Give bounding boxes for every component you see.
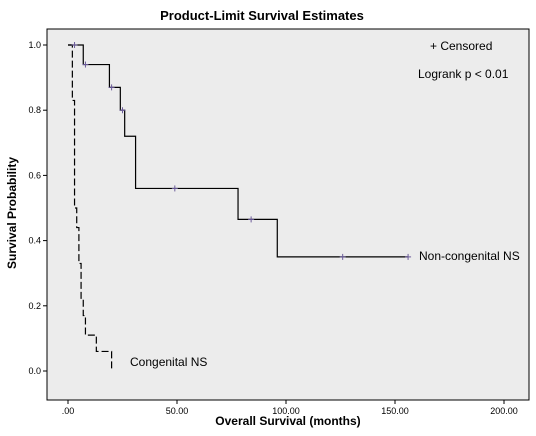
censor-mark bbox=[248, 216, 255, 223]
x-tick-label: 50.00 bbox=[166, 406, 189, 416]
x-tick-label: 100.00 bbox=[272, 406, 300, 416]
series-label-non-congenital: Non-congenital NS bbox=[419, 249, 520, 263]
y-tick-label: 0.2 bbox=[28, 301, 41, 311]
x-tick-label: 200.00 bbox=[490, 406, 518, 416]
y-tick-label: 0.6 bbox=[28, 170, 41, 180]
censored-legend: + Censored bbox=[430, 39, 492, 53]
censor-mark bbox=[108, 84, 115, 91]
censor-mark bbox=[82, 61, 89, 68]
x-axis-title: Overall Survival (months) bbox=[215, 414, 360, 428]
series-label-congenital: Congenital NS bbox=[130, 355, 207, 369]
x-tick-label: .00 bbox=[62, 406, 75, 416]
censor-marks bbox=[71, 42, 412, 260]
y-tick-label: 0.4 bbox=[28, 236, 41, 246]
logrank-annotation: Logrank p < 0.01 bbox=[418, 67, 509, 81]
y-tick-label: 1.0 bbox=[28, 40, 41, 50]
plot-area bbox=[46, 28, 530, 401]
censor-mark bbox=[339, 253, 346, 260]
survival-line-congenital bbox=[68, 44, 113, 371]
censor-mark bbox=[119, 107, 126, 114]
axes: .00 50.00 100.00 150.00 200.00 0.0 0.2 0.4 0.6 0.… bbox=[28, 40, 517, 416]
censor-mark bbox=[71, 42, 78, 48]
y-tick-label: 0.8 bbox=[28, 105, 41, 115]
y-axis-title: Survival Probability bbox=[5, 157, 19, 269]
y-tick-label: 0.0 bbox=[28, 366, 41, 376]
censor-mark bbox=[405, 253, 412, 260]
x-tick-label: 150.00 bbox=[381, 406, 409, 416]
chart-title: Product-Limit Survival Estimates bbox=[160, 8, 364, 23]
censor-mark bbox=[171, 185, 178, 192]
survival-line-non-congenital bbox=[68, 44, 409, 258]
survival-curves bbox=[68, 44, 409, 371]
